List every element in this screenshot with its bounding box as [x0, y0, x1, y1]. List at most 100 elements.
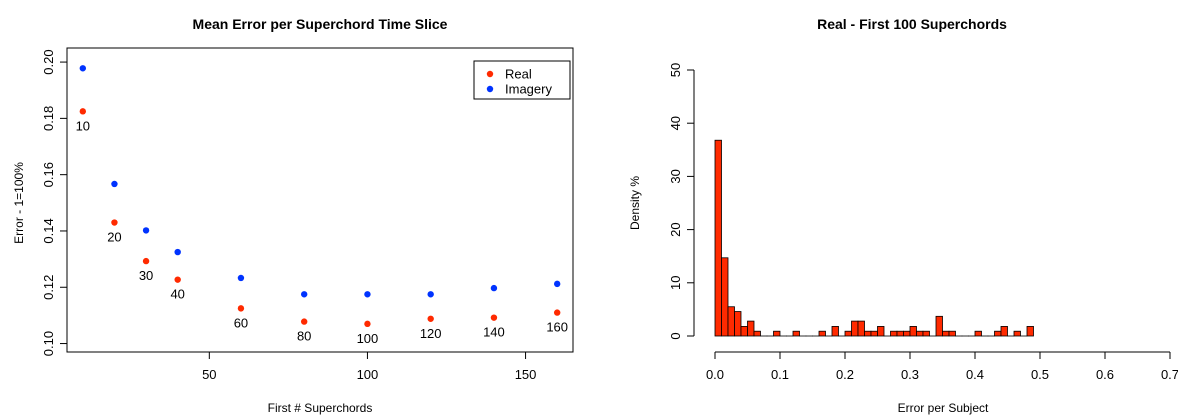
- real-point: [142, 257, 150, 265]
- right-axes: 0.0 0.1 0.2 0.3 0.4 0.5 0.6 0.7 0 10 20 30 40 50: [668, 63, 1178, 382]
- histogram-bar: [857, 320, 865, 337]
- point-label: 40: [170, 287, 184, 302]
- histogram-bar: [870, 330, 878, 337]
- real-point: [237, 305, 245, 312]
- histogram-bar: [753, 330, 761, 337]
- left-chart-title: Mean Error per Superchord Time Slice: [193, 16, 448, 32]
- histogram-bar: [851, 320, 859, 337]
- left-x-tick-label: 50: [202, 367, 216, 382]
- point-label: 160: [546, 320, 568, 335]
- real-point: [174, 276, 181, 283]
- right-y-tick-label: 10: [668, 276, 683, 290]
- histogram-bar: [896, 330, 904, 337]
- left-axes: 50 100 150 0.10 0.12 0.14 0.16 0.18 0.20: [41, 49, 536, 382]
- histogram-bar: [844, 330, 852, 337]
- imagery-point: [111, 180, 118, 188]
- histogram-bar: [916, 330, 924, 337]
- histogram-bar: [864, 330, 872, 337]
- right-x-tick-label: 0.5: [1031, 367, 1049, 382]
- histogram-bar: [974, 330, 982, 337]
- histogram-bar: [948, 330, 956, 337]
- point-label: 80: [297, 329, 311, 344]
- point-label: 120: [420, 326, 442, 341]
- right-histogram-panel: Real - First 100 Superchords 0.0 0.1 0.2 0.…: [628, 16, 1178, 415]
- legend-box: [473, 60, 571, 100]
- histogram-bar: [935, 315, 943, 337]
- left-x-tick-label: 100: [357, 367, 379, 382]
- real-point: [553, 309, 561, 316]
- left-y-tick-label: 0.14: [41, 218, 56, 243]
- left-y-tick-label: 0.18: [41, 106, 56, 131]
- real-point: [427, 315, 434, 322]
- left-plot-frame: [66, 47, 574, 353]
- right-y-tick-label: 30: [668, 169, 683, 183]
- right-x-tick-label: 0.0: [706, 367, 724, 382]
- left-y-tick-label: 0.16: [41, 162, 56, 187]
- right-y-tick-label: 0: [668, 332, 683, 339]
- left-y-axis-label: Error - 1=100%: [12, 162, 26, 244]
- imagery-point: [364, 291, 371, 298]
- imagery-point: [300, 291, 308, 298]
- histogram-bar: [831, 326, 839, 337]
- histogram-bar: [727, 306, 735, 337]
- imagery-point: [237, 274, 245, 282]
- right-chart-title: Real - First 100 Superchords: [817, 16, 1007, 32]
- histogram-bar: [747, 320, 755, 337]
- histogram-bar: [903, 330, 911, 337]
- legend: Real Imagery: [473, 60, 571, 100]
- real-point: [300, 318, 308, 325]
- imagery-point: [553, 280, 561, 288]
- legend-real-label: Real: [505, 67, 532, 82]
- legend-imagery-marker: [486, 85, 494, 93]
- histogram-bar: [818, 330, 826, 337]
- right-x-tick-label: 0.6: [1096, 367, 1114, 382]
- left-y-tick-label: 0.10: [41, 331, 56, 356]
- histogram-bar: [994, 330, 1002, 337]
- real-point: [364, 320, 371, 328]
- right-y-tick-label: 20: [668, 222, 683, 236]
- point-label: 20: [107, 230, 121, 245]
- point-label: 100: [357, 331, 379, 346]
- point-label: 60: [234, 315, 248, 330]
- right-x-tick-label: 0.7: [1161, 367, 1178, 382]
- imagery-point: [427, 291, 434, 298]
- right-bars: [714, 139, 1034, 337]
- right-y-tick-label: 40: [668, 116, 683, 130]
- imagery-point: [142, 227, 150, 234]
- legend-real-marker: [486, 70, 494, 78]
- right-x-tick-label: 0.1: [771, 367, 789, 382]
- histogram-bar: [1013, 330, 1021, 337]
- histogram-bar: [1026, 326, 1034, 337]
- histogram-bar: [721, 257, 729, 337]
- right-y-tick-label: 50: [668, 63, 683, 77]
- imagery-point: [79, 65, 87, 72]
- left-y-tick-label: 0.12: [41, 275, 56, 300]
- histogram-bar: [714, 139, 722, 337]
- histogram-bar: [909, 326, 917, 337]
- histogram-bar: [922, 330, 930, 337]
- legend-imagery-label: Imagery: [505, 82, 552, 97]
- histogram-bar: [740, 326, 748, 337]
- right-x-tick-label: 0.4: [966, 367, 984, 382]
- histogram-bar: [734, 311, 742, 337]
- left-points: 10 20 30 40 60 80 100 120 140 160: [76, 65, 568, 346]
- imagery-point: [174, 248, 181, 256]
- point-label: 10: [76, 118, 90, 133]
- histogram-bar: [792, 330, 800, 337]
- left-x-axis-label: First # Superchords: [268, 401, 373, 415]
- left-scatter-panel: Mean Error per Superchord Time Slice 50 1…: [12, 16, 574, 415]
- left-y-tick-label: 0.20: [41, 49, 56, 74]
- right-y-axis-label: Density %: [628, 176, 642, 230]
- histogram-bar: [942, 330, 950, 337]
- right-x-axis-label: Error per Subject: [898, 401, 989, 415]
- right-x-tick-label: 0.2: [836, 367, 854, 382]
- left-x-tick-label: 150: [515, 367, 537, 382]
- imagery-point: [490, 284, 498, 292]
- point-label: 30: [139, 268, 153, 283]
- point-label: 140: [483, 325, 505, 340]
- right-x-tick-label: 0.3: [901, 367, 919, 382]
- histogram-bar: [877, 326, 885, 337]
- real-point: [111, 219, 118, 226]
- histogram-bar: [773, 330, 781, 337]
